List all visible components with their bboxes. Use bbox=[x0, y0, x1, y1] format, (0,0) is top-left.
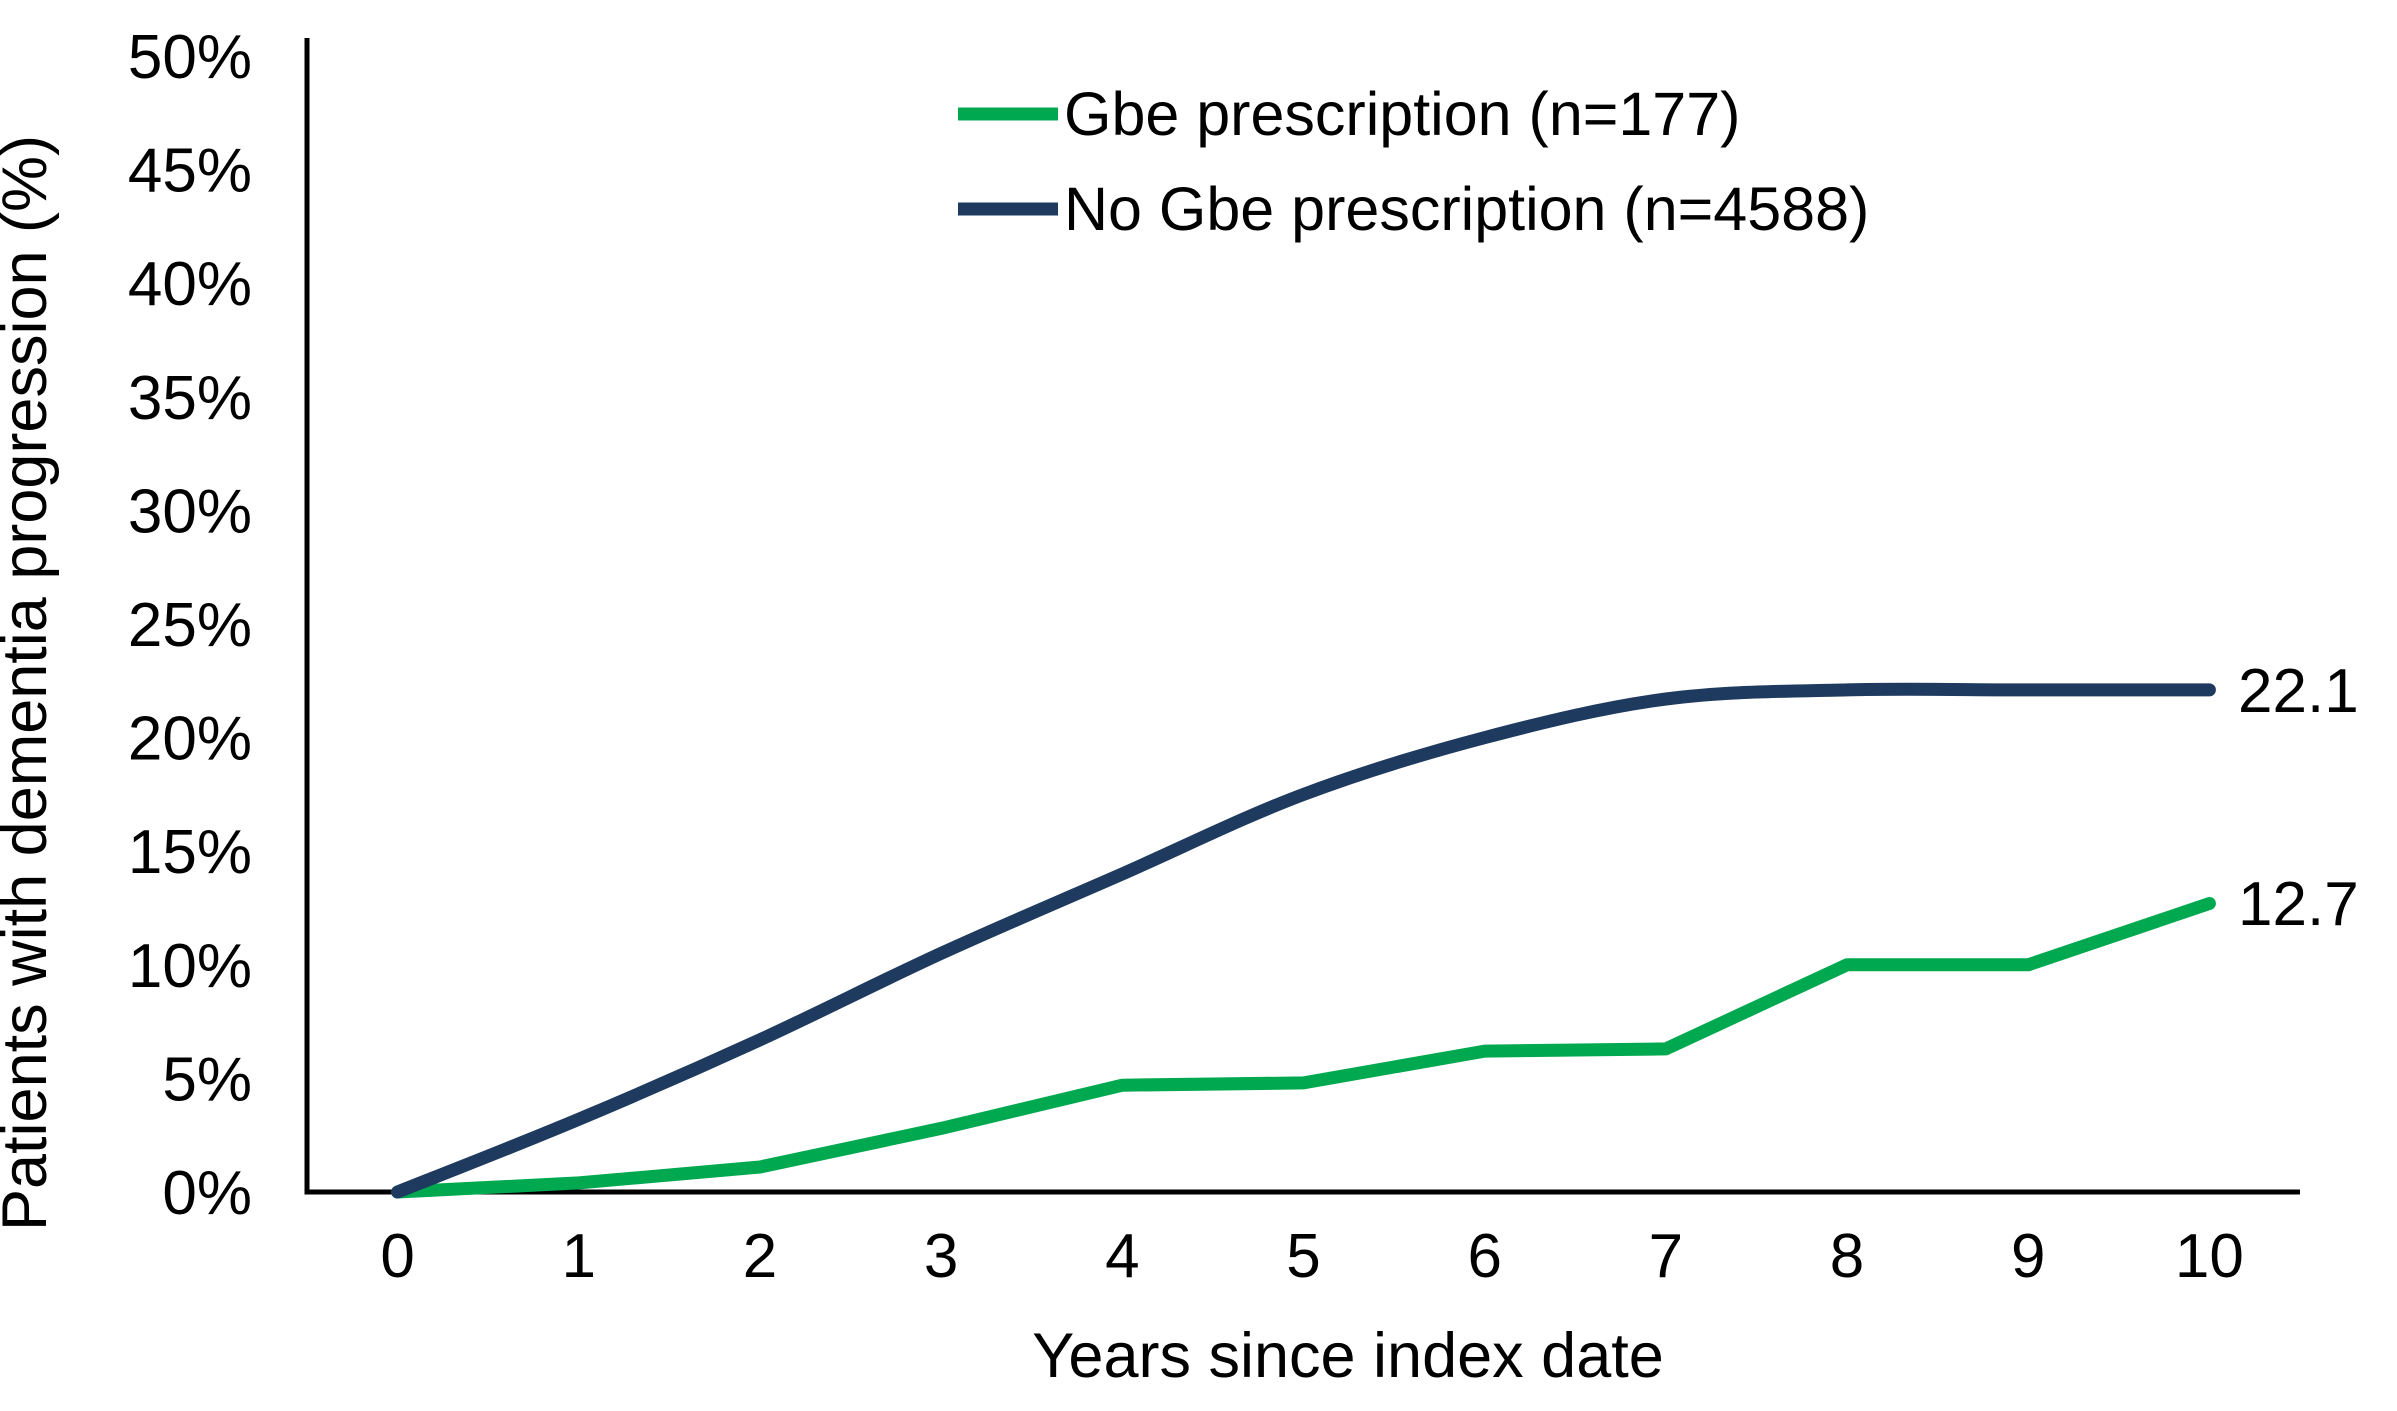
x-tick-label: 4 bbox=[1105, 1222, 1139, 1291]
y-tick-label: 10% bbox=[128, 932, 252, 1001]
y-tick-label: 40% bbox=[128, 250, 252, 319]
y-tick-label: 20% bbox=[128, 705, 252, 774]
legend-label-no-gbe: No Gbe prescription (n=4588) bbox=[1064, 175, 1869, 243]
y-tick-label: 35% bbox=[128, 364, 252, 433]
y-tick-label: 45% bbox=[128, 137, 252, 206]
legend: Gbe prescription (n=177) No Gbe prescrip… bbox=[958, 80, 1869, 243]
x-tick-label: 0 bbox=[380, 1222, 414, 1291]
x-tick-label: 6 bbox=[1467, 1222, 1501, 1291]
x-tick-label: 5 bbox=[1286, 1222, 1320, 1291]
x-tick-label: 9 bbox=[2011, 1222, 2045, 1291]
y-tick-label: 5% bbox=[162, 1045, 252, 1114]
y-tick-label: 15% bbox=[128, 818, 252, 887]
x-axis-title: Years since index date bbox=[1032, 1321, 1664, 1391]
legend-label-gbe: Gbe prescription (n=177) bbox=[1064, 80, 1740, 148]
y-tick-label: 0% bbox=[162, 1159, 252, 1228]
series-line-gbe bbox=[391, 897, 2216, 1199]
x-tick-label: 3 bbox=[924, 1222, 958, 1291]
y-tick-label: 50% bbox=[128, 23, 252, 92]
plot-area: 0% 5% 10% 15% 20% 25% 30% 35% 40% 45% 50% 0 1 2 3 4 5 6 7 8… bbox=[128, 23, 2244, 1291]
x-tick-label: 10 bbox=[2175, 1222, 2244, 1291]
x-tick-label: 8 bbox=[1830, 1222, 1864, 1291]
y-tick-label: 25% bbox=[128, 591, 252, 660]
y-tick-label: 30% bbox=[128, 477, 252, 546]
end-value-label-no-gbe: 22.1 bbox=[2238, 657, 2359, 726]
x-tick-label: 1 bbox=[562, 1222, 596, 1291]
end-value-label-gbe: 12.7 bbox=[2238, 870, 2359, 939]
y-axis-title: Patients with dementia progression (%) bbox=[0, 135, 60, 1231]
x-tick-label: 2 bbox=[743, 1222, 777, 1291]
x-tick-label: 7 bbox=[1649, 1222, 1683, 1291]
series-line-no-gbe bbox=[391, 682, 2216, 1199]
